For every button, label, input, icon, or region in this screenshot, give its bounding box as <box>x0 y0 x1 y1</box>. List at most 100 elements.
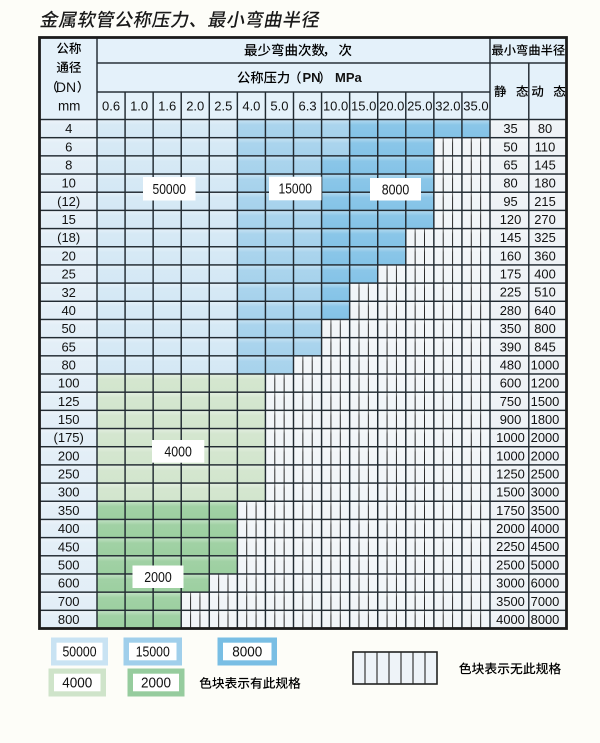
svg-text:2000: 2000 <box>531 448 560 463</box>
svg-text:175: 175 <box>500 267 522 282</box>
svg-text:700: 700 <box>58 594 80 609</box>
svg-text:510: 510 <box>534 285 556 300</box>
svg-text:80: 80 <box>538 121 552 136</box>
svg-text:50000: 50000 <box>153 182 187 198</box>
svg-text:4500: 4500 <box>531 539 560 554</box>
svg-text:350: 350 <box>500 321 522 336</box>
svg-text:4000: 4000 <box>62 676 92 692</box>
svg-text:225: 225 <box>500 285 522 300</box>
svg-text:1500: 1500 <box>496 485 525 500</box>
svg-text:15000: 15000 <box>136 645 170 661</box>
svg-text:145: 145 <box>500 230 522 245</box>
svg-text:4000: 4000 <box>531 521 560 536</box>
svg-text:3500: 3500 <box>496 594 525 609</box>
svg-text:215: 215 <box>534 194 556 209</box>
svg-text:1.6: 1.6 <box>158 98 176 113</box>
svg-text:(12): (12) <box>57 194 80 209</box>
svg-text:390: 390 <box>500 339 522 354</box>
svg-text:6000: 6000 <box>531 576 560 591</box>
svg-text:900: 900 <box>500 412 522 427</box>
svg-text:80: 80 <box>61 357 75 372</box>
svg-text:160: 160 <box>500 248 522 263</box>
svg-text:15.0: 15.0 <box>351 98 376 113</box>
svg-text:50: 50 <box>61 321 75 336</box>
svg-text:1200: 1200 <box>531 376 560 391</box>
svg-text:1000: 1000 <box>496 448 525 463</box>
svg-text:0.6: 0.6 <box>102 98 120 113</box>
svg-text:250: 250 <box>58 467 80 482</box>
svg-text:2250: 2250 <box>496 539 525 554</box>
svg-text:25.0: 25.0 <box>407 98 432 113</box>
svg-text:1000: 1000 <box>496 430 525 445</box>
svg-text:mm: mm <box>58 99 81 114</box>
svg-text:20.0: 20.0 <box>379 98 404 113</box>
svg-text:DN: DN <box>56 79 76 95</box>
svg-text:845: 845 <box>534 339 556 354</box>
svg-text:4000: 4000 <box>496 612 525 627</box>
svg-text:1000: 1000 <box>531 357 560 372</box>
svg-text:150: 150 <box>58 412 80 427</box>
svg-text:MPa: MPa <box>335 70 363 85</box>
svg-text:1250: 1250 <box>496 467 525 482</box>
svg-text:65: 65 <box>61 339 75 354</box>
svg-text:(18): (18) <box>57 230 80 245</box>
svg-text:125: 125 <box>58 394 80 409</box>
svg-text:600: 600 <box>58 576 80 591</box>
svg-text:120: 120 <box>500 212 522 227</box>
svg-text:600: 600 <box>500 376 522 391</box>
svg-text:80: 80 <box>503 176 517 191</box>
svg-text:800: 800 <box>534 321 556 336</box>
svg-text:500: 500 <box>58 557 80 572</box>
svg-text:110: 110 <box>535 139 556 154</box>
svg-text:4: 4 <box>65 121 72 136</box>
svg-text:50000: 50000 <box>63 645 97 661</box>
svg-text:2500: 2500 <box>496 557 525 572</box>
svg-text:180: 180 <box>534 176 556 191</box>
svg-text:15: 15 <box>61 212 75 227</box>
svg-text:25: 25 <box>61 267 75 282</box>
svg-text:1.0: 1.0 <box>130 98 148 113</box>
svg-text:2000: 2000 <box>144 570 172 586</box>
svg-text:750: 750 <box>500 394 522 409</box>
svg-text:8: 8 <box>65 158 72 173</box>
svg-text:2500: 2500 <box>531 467 560 482</box>
svg-text:6: 6 <box>65 139 72 154</box>
svg-text:640: 640 <box>534 303 556 318</box>
svg-text:1500: 1500 <box>531 394 560 409</box>
svg-text:6.3: 6.3 <box>299 98 317 113</box>
svg-text:5000: 5000 <box>531 557 560 572</box>
svg-text:35.0: 35.0 <box>463 98 488 113</box>
svg-text:7000: 7000 <box>531 594 560 609</box>
svg-text:2.0: 2.0 <box>186 98 204 113</box>
svg-text:2.5: 2.5 <box>214 98 232 113</box>
svg-text:32.0: 32.0 <box>435 98 460 113</box>
svg-text:3500: 3500 <box>531 503 560 518</box>
svg-text:100: 100 <box>58 376 80 391</box>
svg-text:400: 400 <box>534 267 556 282</box>
svg-text:2000: 2000 <box>496 521 525 536</box>
svg-text:2000: 2000 <box>531 430 560 445</box>
svg-text:10.0: 10.0 <box>323 98 348 113</box>
svg-text:40: 40 <box>61 303 75 318</box>
svg-text:32: 32 <box>61 285 75 300</box>
svg-text:8000: 8000 <box>531 612 560 627</box>
svg-text:1800: 1800 <box>531 412 560 427</box>
svg-text:4000: 4000 <box>164 444 192 460</box>
svg-text:2000: 2000 <box>141 676 171 692</box>
svg-text:300: 300 <box>58 485 80 500</box>
svg-text:95: 95 <box>503 194 517 209</box>
svg-text:400: 400 <box>58 521 80 536</box>
svg-text:3000: 3000 <box>496 576 525 591</box>
svg-text:15000: 15000 <box>279 182 313 198</box>
svg-text:4.0: 4.0 <box>242 98 260 113</box>
svg-text:325: 325 <box>534 230 556 245</box>
svg-text:65: 65 <box>503 157 517 172</box>
svg-text:10: 10 <box>61 176 75 191</box>
svg-text:480: 480 <box>500 357 522 372</box>
svg-text:8000: 8000 <box>382 182 410 198</box>
svg-text:145: 145 <box>534 157 556 172</box>
svg-text:280: 280 <box>500 303 522 318</box>
svg-text:3000: 3000 <box>531 485 560 500</box>
svg-text:350: 350 <box>58 503 80 518</box>
svg-text:800: 800 <box>58 612 80 627</box>
